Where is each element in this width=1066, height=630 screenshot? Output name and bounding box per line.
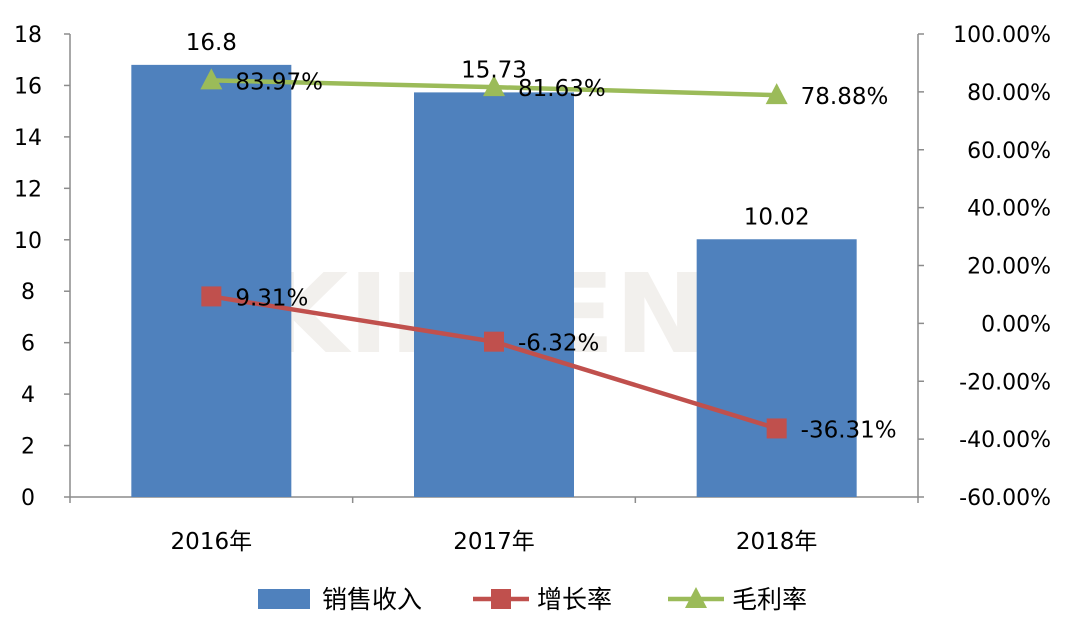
square-marker bbox=[484, 331, 504, 352]
bar-data-label: 10.02 bbox=[744, 204, 810, 230]
right-tick-label: 60.00% bbox=[967, 139, 1051, 164]
right-tick-label: 100.00% bbox=[953, 23, 1051, 48]
left-tick-label: 0 bbox=[21, 486, 35, 511]
line-data-label: -36.31% bbox=[801, 417, 897, 443]
line-data-label: 78.88% bbox=[801, 84, 889, 110]
right-tick-label: 0.00% bbox=[981, 312, 1051, 337]
line-data-label: 9.31% bbox=[235, 285, 308, 311]
line-data-label: 83.97% bbox=[235, 69, 323, 95]
left-tick-label: 14 bbox=[14, 126, 42, 151]
triangle-marker bbox=[483, 75, 505, 97]
x-tick-label: 2016年 bbox=[171, 529, 253, 555]
line-data-label: -6.32% bbox=[518, 331, 599, 357]
legend-bar-swatch bbox=[258, 589, 310, 609]
right-tick-label: 40.00% bbox=[967, 197, 1051, 222]
line-series bbox=[200, 68, 788, 439]
bar bbox=[696, 239, 857, 497]
x-tick-label: 2018年 bbox=[736, 529, 818, 555]
right-tick-label: 20.00% bbox=[967, 255, 1051, 280]
bar-series bbox=[131, 64, 857, 498]
right-tick-label: -40.00% bbox=[959, 428, 1051, 453]
square-marker bbox=[766, 418, 787, 439]
left-tick-label: 6 bbox=[21, 332, 35, 357]
right-tick-label: -20.00% bbox=[959, 370, 1051, 395]
legend-label: 增长率 bbox=[537, 585, 612, 614]
x-tick-label: 2017年 bbox=[453, 529, 535, 555]
data-labels: 16.8 15.73 10.02 9.31% -6.32% -36.31% 83.97% 81… bbox=[186, 30, 897, 444]
square-marker bbox=[201, 286, 222, 307]
left-tick-label: 4 bbox=[21, 383, 35, 408]
bar bbox=[131, 64, 292, 497]
legend: 销售收入 增长率 毛利率 bbox=[258, 585, 807, 614]
left-tick-label: 18 bbox=[14, 23, 42, 48]
right-tick-label: 80.00% bbox=[967, 81, 1051, 106]
legend-label: 毛利率 bbox=[732, 585, 807, 614]
triangle-marker bbox=[765, 83, 788, 105]
bar-data-label: 16.8 bbox=[186, 30, 237, 56]
legend-triangle-marker bbox=[685, 587, 707, 608]
bar bbox=[414, 92, 574, 498]
legend-label: 销售收入 bbox=[322, 585, 422, 614]
right-tick-label: -60.00% bbox=[959, 486, 1051, 511]
triangle-marker bbox=[200, 68, 223, 90]
left-tick-label: 8 bbox=[21, 280, 35, 305]
left-tick-label: 12 bbox=[14, 177, 42, 202]
left-tick-label: 16 bbox=[14, 74, 42, 99]
left-tick-label: 10 bbox=[14, 229, 42, 254]
line-data-label: 81.63% bbox=[518, 76, 606, 102]
bar-data-label: 15.73 bbox=[461, 57, 527, 83]
left-tick-label: 2 bbox=[21, 435, 35, 460]
legend-square-marker bbox=[491, 589, 511, 609]
